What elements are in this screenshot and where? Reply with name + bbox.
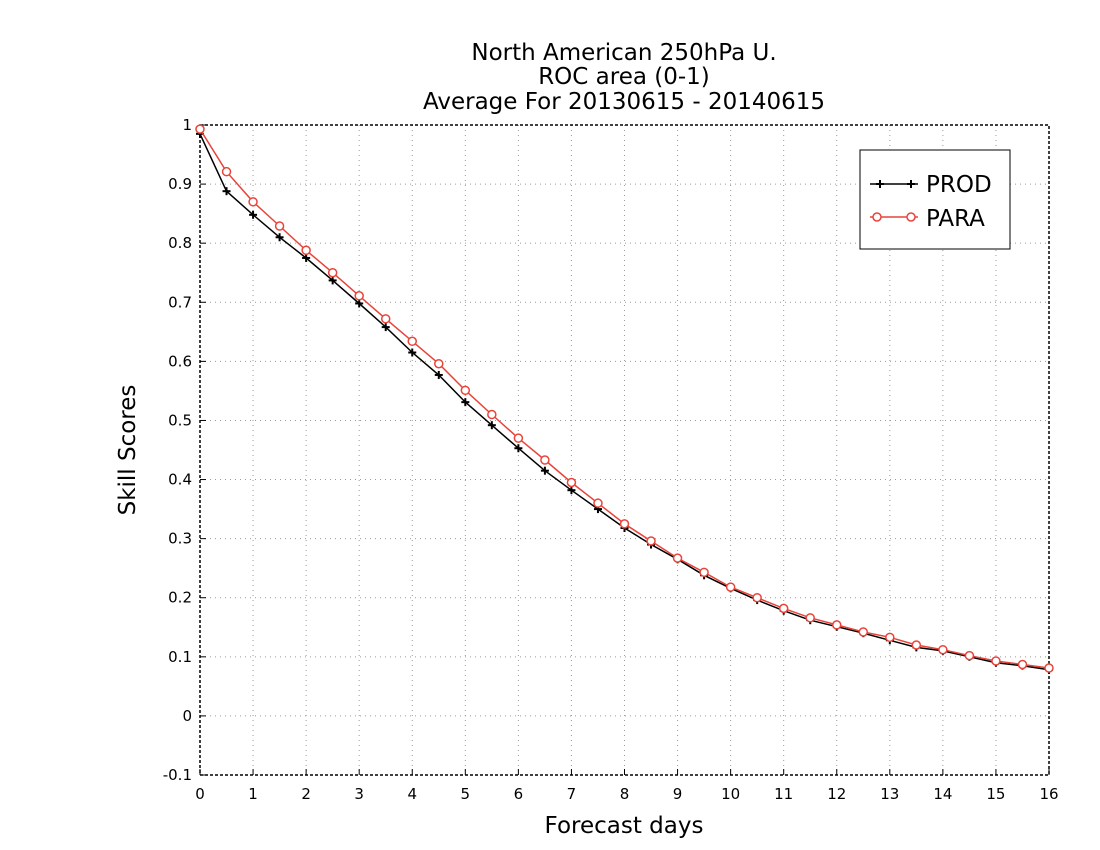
legend-para-marker-right (906, 212, 916, 222)
x-tick-label: 2 (301, 785, 311, 803)
data-point-para (991, 656, 1001, 666)
x-tick-label: 14 (933, 785, 952, 803)
data-point-para (540, 455, 550, 465)
y-tick-label: 0.2 (168, 589, 192, 607)
data-point-para (938, 644, 948, 655)
data-point-para (1017, 659, 1028, 670)
legend-box (859, 149, 1011, 250)
y-tick-label: -0.1 (163, 766, 192, 784)
data-point-prod (408, 348, 417, 357)
data-point-para (354, 291, 364, 301)
data-point-para (593, 498, 603, 508)
data-point-prod (567, 486, 576, 495)
y-tick-label: 0 (182, 707, 192, 725)
chart-title-line-1: North American 250hPa U. (471, 40, 776, 66)
legend-para-marker-left (872, 212, 882, 222)
x-tick-label: 6 (514, 785, 524, 803)
data-point-para (964, 650, 975, 661)
data-point-para (487, 409, 497, 420)
legend-prod-label: PROD (926, 172, 992, 198)
data-point-prod (487, 421, 496, 430)
legend-prod-marker (876, 180, 915, 188)
x-tick-label: 10 (721, 785, 740, 803)
y-tick-label: 0.6 (168, 352, 192, 370)
data-point-prod (222, 187, 231, 196)
data-point-para (911, 640, 922, 650)
data-point-para (460, 385, 471, 396)
data-point-para (248, 197, 258, 207)
y-tick-label: 0.5 (168, 411, 192, 429)
data-point-para (725, 582, 736, 592)
data-point-prod (514, 444, 523, 453)
data-point-prod (434, 370, 443, 379)
data-point-para (805, 613, 815, 623)
y-tick-label: 0.4 (168, 471, 192, 489)
data-point-prod (381, 323, 390, 332)
data-point-para (434, 358, 444, 369)
y-tick-label: 0.7 (168, 293, 192, 311)
series-para (195, 124, 1054, 673)
chart-title-line-3: Average For 20130615 - 20140615 (423, 89, 825, 115)
data-point-para (619, 519, 630, 529)
data-point-para (274, 221, 285, 231)
chart-title-line-2: ROC area (0-1) (538, 64, 710, 90)
x-tick-label: 15 (986, 785, 1005, 803)
data-point-para (646, 536, 656, 546)
x-tick-label: 16 (1039, 785, 1058, 803)
data-point-para (672, 553, 683, 563)
legend: PROD PARA (859, 149, 1011, 250)
data-point-para (832, 620, 842, 630)
y-tick-label: 0.1 (168, 648, 192, 666)
data-point-prod (249, 210, 258, 219)
x-tick-label: 12 (827, 785, 846, 803)
data-point-prod (355, 299, 364, 308)
data-point-para (885, 632, 895, 643)
x-tick-label: 5 (461, 785, 471, 803)
x-tick-label: 13 (880, 785, 899, 803)
data-point-para (513, 433, 524, 443)
data-point-para (327, 267, 338, 278)
x-axis-label: Forecast days (545, 813, 704, 839)
x-tick-label: 3 (354, 785, 364, 803)
x-tick-label: 11 (774, 785, 793, 803)
plot-area-frame (199, 124, 1050, 776)
data-point-prod (302, 253, 311, 262)
data-point-prod (275, 233, 284, 242)
data-point-para (195, 124, 205, 134)
x-tick-label: 9 (673, 785, 683, 803)
data-point-para (221, 166, 232, 177)
y-tick-label: 0.9 (168, 175, 192, 193)
x-tick-label: 1 (248, 785, 258, 803)
legend-para-label: PARA (926, 206, 985, 232)
x-tick-label: 4 (407, 785, 417, 803)
x-tick-label: 8 (620, 785, 630, 803)
data-point-para (858, 627, 869, 637)
data-point-prod (328, 276, 337, 285)
data-point-para (778, 603, 789, 614)
y-tick-label: 0.8 (168, 234, 192, 252)
y-tick-label: 1 (182, 116, 192, 134)
data-point-prod (540, 466, 549, 475)
axis-ticks: 0 1 2 3 4 5 6 7 8 9 10 11 12 13 14 15 16-0.100.10.20.30.… (163, 116, 1059, 803)
series-lines (195, 124, 1054, 674)
y-tick-label: 0.3 (168, 530, 192, 548)
data-point-para (699, 567, 709, 578)
data-point-para (1044, 663, 1054, 673)
data-point-para (566, 477, 577, 488)
x-tick-label: 7 (567, 785, 577, 803)
data-point-para (380, 314, 391, 324)
data-point-para (301, 245, 311, 256)
data-point-para (752, 592, 762, 603)
data-point-prod (461, 398, 470, 407)
data-point-para (407, 336, 417, 347)
y-axis-label: Skill Scores (115, 385, 141, 516)
x-tick-label: 0 (195, 785, 205, 803)
